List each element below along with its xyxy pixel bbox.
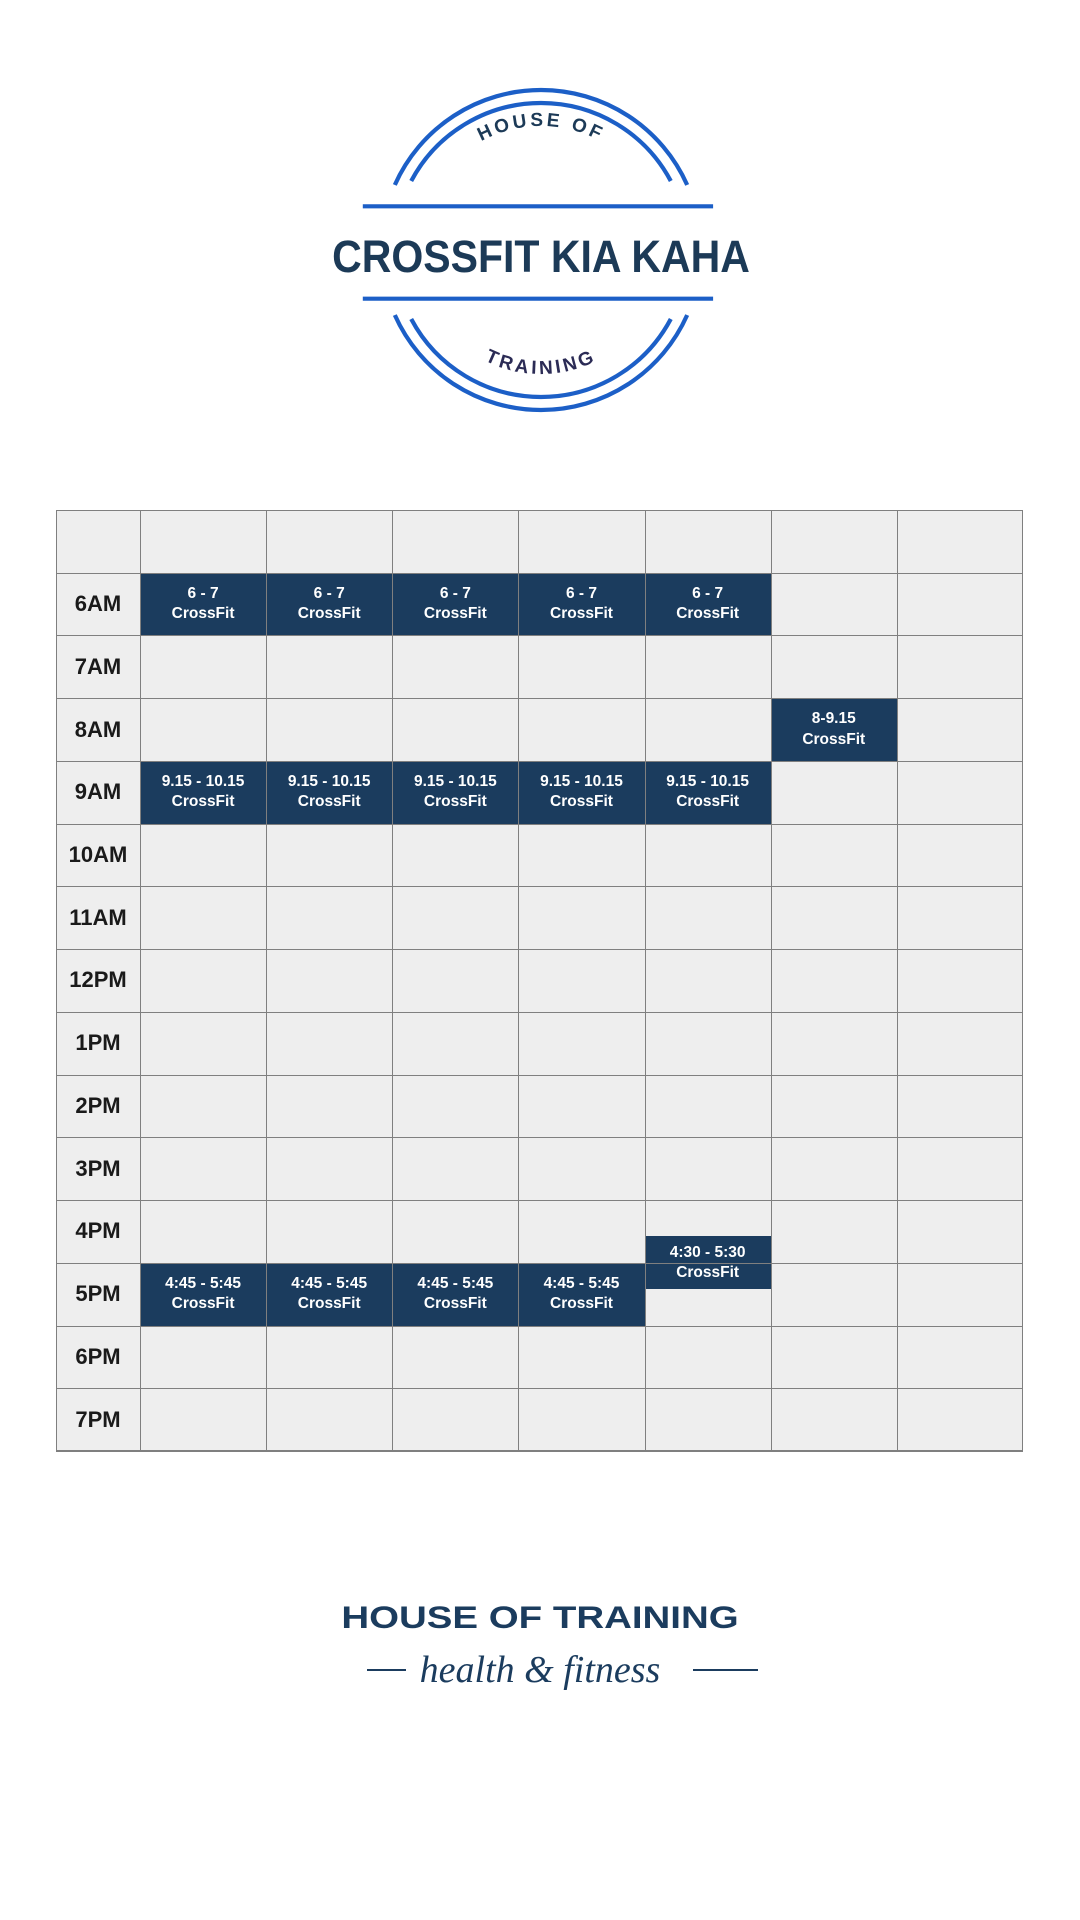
svg-text:health & fitness: health & fitness <box>420 1649 661 1691</box>
svg-text:TRAINING: TRAINING <box>482 346 599 379</box>
svg-text:CROSSFIT KIA KAHA: CROSSFIT KIA KAHA <box>332 232 750 282</box>
svg-text:HOUSE OF: HOUSE OF <box>474 110 608 146</box>
svg-text:HOUSE OF TRAINING: HOUSE OF TRAINING <box>341 1600 738 1635</box>
